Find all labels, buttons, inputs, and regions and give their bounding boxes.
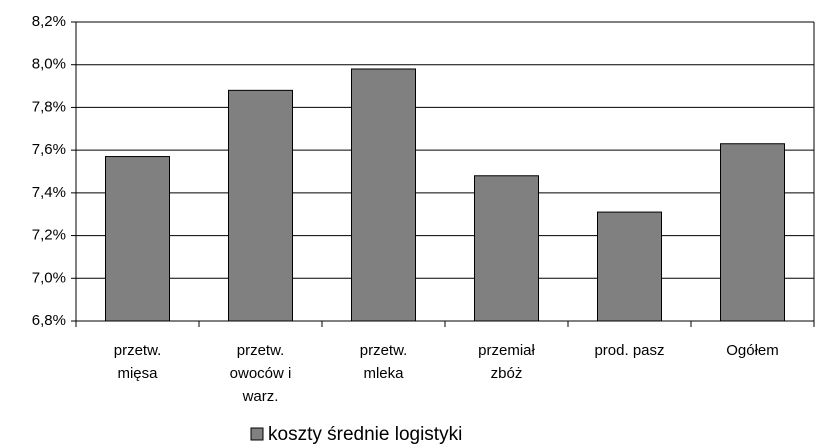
y-tick-label: 7,4%	[32, 184, 66, 201]
x-tick-label: mięsa	[117, 365, 158, 382]
x-tick-label: mleka	[363, 365, 404, 382]
x-tick-label: Ogółem	[726, 342, 779, 359]
bar	[597, 211, 662, 322]
bar	[228, 89, 293, 322]
x-tick-label: przetw.	[114, 342, 162, 359]
x-tick-label: przetw.	[360, 342, 408, 359]
legend-swatch	[250, 427, 264, 441]
y-tick-label: 7,6%	[32, 141, 66, 158]
x-tick-label: przemiał	[478, 342, 535, 359]
legend-label: koszty średnie logistyki	[268, 424, 462, 445]
x-tick-label: owoców i	[230, 365, 292, 382]
bar	[351, 68, 416, 322]
x-tick-label: prod. pasz	[594, 342, 664, 359]
bar	[474, 175, 539, 322]
y-tick-label: 8,0%	[32, 56, 66, 73]
y-tick-label: 7,0%	[32, 269, 66, 286]
bar	[720, 143, 785, 322]
y-tick-label: 7,8%	[32, 98, 66, 115]
y-tick-label: 7,2%	[32, 227, 66, 244]
x-tick-label: zbóż	[491, 365, 523, 382]
x-tick-label: przetw.	[237, 342, 285, 359]
bar	[105, 156, 170, 322]
y-tick-label: 8,2%	[32, 13, 66, 30]
x-tick-label: warz.	[242, 388, 279, 405]
y-tick-label: 6,8%	[32, 312, 66, 329]
